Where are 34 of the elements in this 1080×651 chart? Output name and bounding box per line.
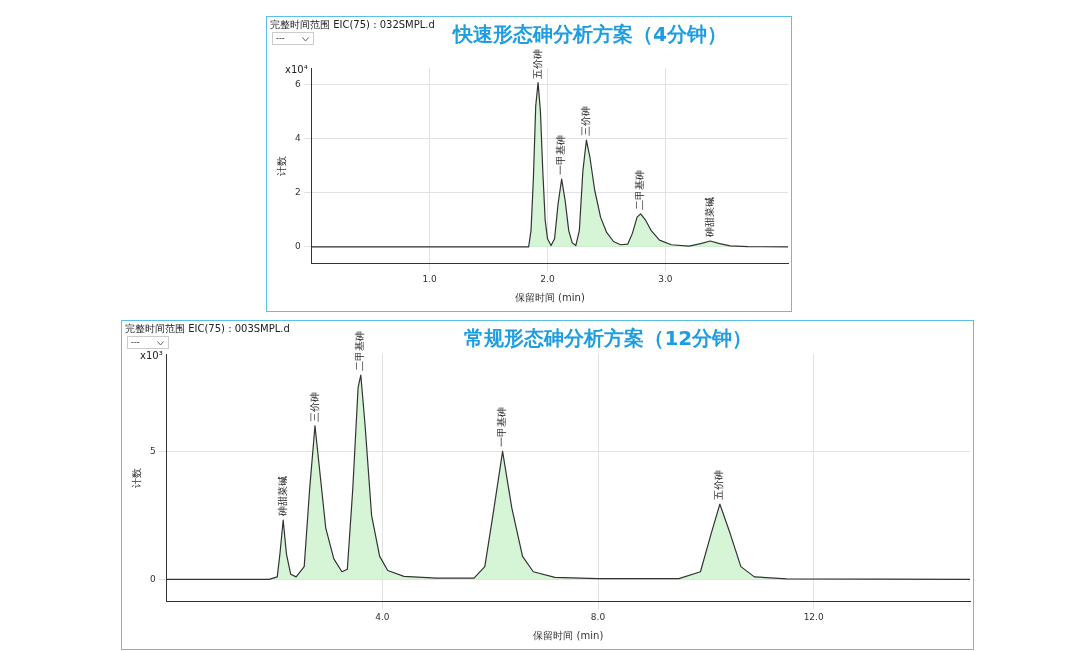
text: x10⁴ [285,63,308,75]
x-tick-label: 4.0 [375,611,390,622]
dropdown-field: --- [272,32,314,45]
dropdown-field: --- [127,336,169,349]
annotation: 三价砷 [580,106,591,137]
annotation: 五价砷 [713,470,725,501]
x-tick-label: 12.0 [803,611,824,622]
y-tick-label: 2 [294,187,301,198]
x-axis-title: 保留时间 (min) [514,291,585,303]
annotation: 一甲基砷 [496,407,508,448]
x-tick-label: 2.0 [540,273,555,284]
annotation: 二甲基砷 [354,331,366,372]
annotation: 砷甜菜碱 [703,196,715,238]
chart-title: 快速形态砷分析方案（4分钟） [450,22,727,47]
y-tick-label: 0 [149,573,156,584]
y-tick-label: 6 [294,78,301,89]
chart-title: 常规形态砷分析方案（12分钟） [464,326,753,351]
y-tick-label: 5 [149,445,156,456]
y-tick-label: 0 [294,241,301,252]
x-tick-label: 3.0 [658,273,673,284]
x-tick-label: 1.0 [422,273,438,284]
y-axis-title: 计数 [130,467,142,488]
annotation: 一甲基砷 [555,135,567,176]
y-axis-title: 计数 [275,155,287,176]
y-tick-label: 4 [294,132,301,143]
annotation: 五价砷 [531,48,543,79]
text: x10³ [140,349,163,361]
annotation: 砷甜菜碱 [276,476,288,517]
text: 完整时间范围 EIC(75) : 003SMPL.d [125,322,290,336]
x-tick-label: 8.0 [590,611,606,622]
x-axis-title: 保留时间 (min) [533,629,604,641]
annotation: 二甲基砷 [634,169,646,210]
annotation: 三价砷 [308,391,320,422]
text: 完整时间范围 EIC(75) : 032SMPL.d [270,18,435,32]
